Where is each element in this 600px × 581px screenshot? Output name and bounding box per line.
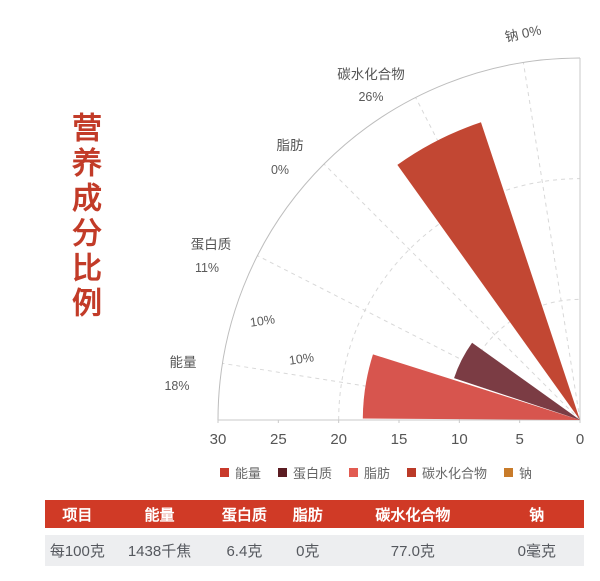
table-header-cell-item: 项目 (62, 506, 93, 524)
legend-label-carbs: 碳水化合物 (422, 465, 488, 481)
legend-item-sodium: 钠 (504, 463, 532, 482)
legend-swatch-fat (348, 467, 358, 477)
sector-label-carbs: 碳水化合物 (337, 67, 405, 82)
axis-tick-label-5: 5 (515, 431, 523, 448)
polar-outer-arc (217, 57, 581, 421)
legend-swatch-sodium (504, 467, 514, 477)
nutrition-table: 项目 能量 蛋白质 脂肪 碳水化合物 钠每100克 1438千焦 6.4克 0克 77.0克 0毫克 (45, 500, 584, 566)
wedge-carbs (397, 122, 580, 420)
table-header-row: 项目 能量 蛋白质 脂肪 碳水化合物 钠 (45, 500, 584, 528)
axis-tick-label-10: 10 (451, 431, 468, 448)
sector-percent-fat: 0% (271, 163, 289, 177)
legend-label-fat: 脂肪 (363, 465, 390, 481)
legend-item-protein: 蛋白质 (277, 463, 332, 482)
wedge-protein (454, 342, 580, 420)
wedge-energy (362, 354, 580, 420)
table-cell-energy: 1438千焦 (127, 543, 192, 560)
table-header-cell-fat: 脂肪 (292, 506, 323, 524)
legend-item-fat: 脂肪 (348, 463, 390, 482)
sector-percent-carbs: 26% (358, 90, 383, 104)
axis-tick-label-20: 20 (330, 431, 347, 448)
table-cell-item: 每100克 (49, 543, 105, 560)
page-title: 营养成分比例 (67, 112, 100, 322)
sector-percent-protein: 11% (195, 261, 219, 275)
legend-swatch-energy (219, 467, 229, 477)
table-cell-carbs: 77.0克 (390, 543, 435, 560)
grid-label: 10% (288, 350, 315, 367)
table-header-cell-carbs: 碳水化合物 (375, 506, 451, 524)
table-header-cell-protein: 蛋白质 (221, 506, 267, 524)
sector-percent-energy: 18% (164, 379, 189, 393)
legend-item-carbs: 碳水化合物 (407, 463, 487, 482)
axis-tick-label-15: 15 (391, 431, 408, 448)
table-header-cell-sodium: 钠 (529, 506, 545, 524)
axis-tick-label-0: 0 (576, 431, 584, 448)
nutrition-polar-chart: 30 25 20 15 10 5 0 10% 10% 能量 18% 蛋白质 11% 脂肪 0% 碳水化合物 26… (164, 22, 584, 448)
table-header-cell-energy: 能量 (144, 506, 175, 524)
axis-tick-label-25: 25 (270, 431, 287, 448)
sector-label-sodium: 钠 0% (504, 22, 543, 44)
chart-legend: 能量 蛋白质 脂肪 碳水化合物 钠 (150, 463, 600, 481)
sector-label-energy: 能量 (170, 355, 197, 370)
legend-label-sodium: 钠 (519, 465, 533, 481)
sector-label-protein: 蛋白质 (191, 237, 232, 252)
legend-label-protein: 蛋白质 (292, 465, 332, 481)
grid-label: 10% (249, 312, 276, 329)
legend-swatch-protein (277, 467, 287, 477)
legend-label-energy: 能量 (234, 465, 261, 481)
legend-item-energy: 能量 (219, 463, 261, 482)
table-cell-fat: 0克 (296, 543, 320, 560)
legend-swatch-carbs (407, 467, 416, 477)
table-cell-sodium: 0毫克 (517, 543, 556, 560)
axis-tick-label-30: 30 (210, 431, 227, 448)
sector-label-fat: 脂肪 (277, 138, 304, 153)
table-cell-protein: 6.4克 (226, 543, 263, 560)
table-row: 每100克 1438千焦 6.4克 0克 77.0克 0毫克 (45, 535, 584, 566)
